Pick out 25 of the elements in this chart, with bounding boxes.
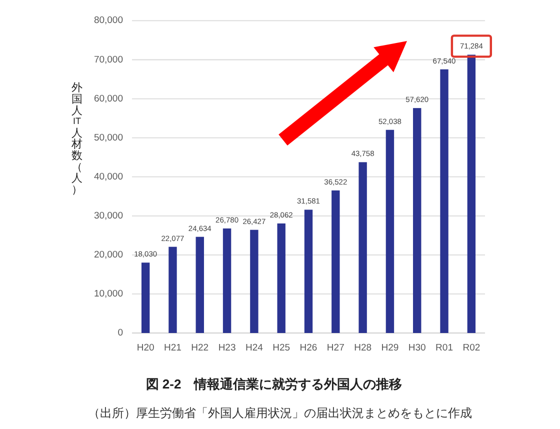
x-tick-label: H23	[218, 342, 236, 354]
x-tick-label: H20	[136, 342, 154, 354]
y-tick-label: 50,000	[94, 132, 123, 144]
y-tick-label: 70,000	[94, 54, 123, 66]
y-tick-label: 80,000	[94, 15, 123, 26]
x-tick-label: R01	[436, 342, 453, 354]
annotation: （出所）厚生労働省「外国人雇用状況」の届出状況まとめをもとに作成	[88, 406, 472, 420]
y-tick-label: 10,000	[94, 288, 123, 300]
x-tick-label: H27	[326, 342, 344, 354]
x-tick-label: R02	[462, 342, 480, 354]
x-tick-label: H25	[272, 342, 290, 354]
y-tick-label: 60,000	[94, 93, 123, 104]
x-tick-label: H21	[164, 342, 182, 354]
x-tick-label: H24	[245, 342, 263, 354]
x-tick-label: H29	[381, 342, 399, 354]
y-tick-label: 30,000	[94, 210, 123, 222]
x-tick-label: H22	[191, 342, 209, 354]
y-tick-label: 20,000	[94, 249, 123, 260]
x-tick-label: H28	[354, 342, 372, 354]
x-tick-label: H30	[408, 342, 426, 354]
title: 図 2-2 情報通信業に就労する外国人の推移	[146, 376, 402, 392]
x-tick-label: H26	[300, 342, 318, 354]
y-tick-label: 40,000	[94, 171, 123, 182]
y-tick-label: 0	[118, 328, 123, 339]
ylabel: 外国人IT人材数（人）	[72, 82, 82, 196]
